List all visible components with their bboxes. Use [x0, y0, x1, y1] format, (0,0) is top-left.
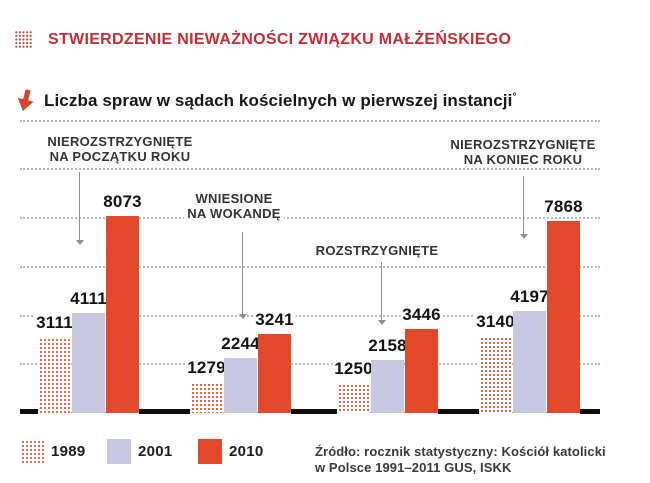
- value-label-2010-group2: 3241: [253, 310, 296, 329]
- pointer-line-2: [242, 232, 243, 314]
- pointer-arrowhead-4: [519, 234, 528, 239]
- gridline-12000: [20, 119, 600, 122]
- source-line-2: w Polsce 1991–2011 GUS, ISKK: [315, 460, 512, 475]
- pointer-arrowhead-3: [377, 320, 386, 325]
- legend-item-1989: 1989: [20, 439, 86, 464]
- bar-1989-group2: [190, 382, 223, 413]
- dotted-square-icon: [14, 30, 32, 48]
- pointer-line-3: [381, 262, 382, 320]
- value-label-2010-group1: 8073: [101, 192, 144, 211]
- legend-label-2010: 2010: [229, 443, 264, 460]
- category-label-3: ROZSTRZYGNIĘTE: [312, 242, 442, 259]
- value-label-2010-group4: 7868: [542, 197, 585, 216]
- value-label-1989-group3: 1250: [332, 359, 375, 378]
- legend-swatch-2001: [107, 439, 131, 464]
- bar-2010-group1: [106, 216, 139, 413]
- legend-label-1989: 1989: [51, 443, 86, 460]
- chart-title-text: Liczba spraw w sądach kościelnych w pier…: [44, 91, 513, 110]
- source-note: Źródło: rocznik statystyczny: Kościół ka…: [315, 444, 606, 476]
- footnote-marker: °: [512, 91, 517, 103]
- value-label-1989-group4: 3140: [474, 312, 517, 331]
- category-label-1: NIEROZSTRZYGNIĘTE NA POCZĄTKU ROKU: [44, 133, 196, 165]
- bar-2001-group3: [371, 360, 404, 413]
- bar-2010-group4: [547, 221, 580, 413]
- value-label-2010-group3: 3446: [400, 305, 443, 324]
- legend-swatch-2010: [198, 439, 222, 464]
- value-label-2001-group2: 2244: [219, 334, 262, 353]
- value-label-2001-group1: 4111: [68, 289, 109, 308]
- baseline-segment-5: [580, 409, 600, 414]
- bar-2001-group1: [72, 313, 105, 413]
- page-title: STWIERDZENIE NIEWAŻNOŚCI ZWIĄZKU MAŁŻEŃS…: [48, 31, 512, 48]
- value-label-2001-group3: 2158: [366, 336, 409, 355]
- pointer-arrowhead-1: [75, 240, 84, 245]
- bar-2010-group2: [258, 334, 291, 413]
- pointer-line-4: [523, 176, 524, 234]
- gridline-2000: [20, 363, 600, 366]
- baseline-segment-4: [438, 409, 479, 414]
- down-arrow-icon: [17, 89, 34, 112]
- gridline-4000: [20, 314, 600, 317]
- bar-2001-group2: [224, 358, 257, 413]
- gridline-10000: [20, 168, 600, 171]
- value-label-2001-group4: 4197: [508, 287, 551, 306]
- bar-1989-group4: [479, 336, 512, 413]
- baseline-segment-1: [20, 409, 38, 414]
- value-label-1989-group2: 1279: [185, 358, 228, 377]
- value-label-1989-group1: 3111: [34, 313, 75, 332]
- chart-title: Liczba spraw w sądach kościelnych w pier…: [44, 91, 517, 111]
- bar-1989-group1: [38, 337, 71, 413]
- legend-item-2010: 2010: [198, 439, 264, 464]
- pointer-line-1: [79, 172, 80, 240]
- bar-1989-group3: [337, 383, 370, 413]
- category-label-2: WNIESIONE NA WOKANDĘ: [184, 190, 284, 222]
- category-label-4: NIEROZSTRZYGNIĘTE NA KONIEC ROKU: [447, 136, 599, 168]
- legend-item-2001: 2001: [107, 439, 173, 464]
- source-line-1: Źródło: rocznik statystyczny: Kościół ka…: [315, 444, 606, 459]
- pointer-arrowhead-2: [238, 314, 247, 319]
- gridline-8000: [20, 217, 600, 219]
- legend-swatch-1989: [20, 439, 44, 464]
- gridline-6000: [20, 265, 600, 268]
- baseline-segment-3: [291, 409, 337, 414]
- legend-label-2001: 2001: [138, 443, 173, 460]
- bar-2001-group4: [513, 311, 546, 413]
- baseline-segment-2: [139, 409, 190, 414]
- bar-2010-group3: [405, 329, 438, 413]
